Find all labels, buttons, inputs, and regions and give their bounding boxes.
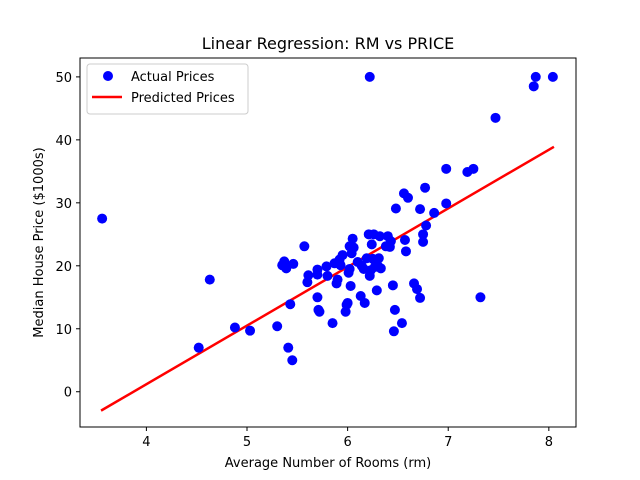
x-tick-label: 4 [142,435,150,450]
data-point [193,342,204,353]
y-tick-label: 20 [55,260,72,275]
data-point [528,81,539,92]
x-tick-label: 6 [343,435,351,450]
x-tick-label: 5 [243,435,251,450]
data-point [312,269,323,280]
data-point [366,239,377,250]
data-point [314,306,325,317]
legend-label-actual-prices: Actual Prices [131,70,215,85]
data-point [418,236,429,247]
data-point [335,260,346,271]
data-point [332,274,343,285]
data-point [402,192,413,203]
x-tick-label: 7 [444,435,452,450]
data-point [287,355,298,366]
x-axis-ticks: 4 5 6 7 8 [142,427,553,450]
data-point [345,280,356,291]
data-point [389,304,400,315]
y-tick-label: 40 [55,134,72,149]
data-point [418,229,429,240]
data-point [312,292,323,303]
data-point [412,284,423,295]
plot-area [79,57,577,428]
x-tick-label: 8 [545,435,553,450]
data-point [97,213,108,224]
y-axis-ticks: 0 10 20 30 40 50 [55,71,80,401]
axes-frame [79,57,577,428]
data-point [429,207,440,218]
data-point [441,163,452,174]
data-point [375,263,386,274]
data-point [547,71,558,82]
y-tick-label: 30 [55,197,72,212]
data-point [299,241,310,252]
data-point [421,220,432,231]
data-point [415,204,426,215]
data-point [229,322,240,333]
y-tick-label: 50 [55,71,72,86]
data-point [321,261,332,272]
data-point [337,250,348,261]
data-point [285,299,296,310]
data-point [364,71,375,82]
data-point [415,292,426,303]
chart-title: Linear Regression: RM vs PRICE [202,34,454,53]
y-axis-label: Median House Price ($1000s) [32,147,47,337]
data-point [400,246,411,257]
data-point [245,325,256,336]
y-tick-label: 10 [55,323,72,338]
data-point [344,263,355,274]
data-point [390,203,401,214]
data-point [371,285,382,296]
legend-label-predicted-prices: Predicted Prices [131,91,235,106]
data-point [388,326,399,337]
legend-marker-actual-prices [103,71,113,81]
y-tick-label: 0 [64,386,72,401]
data-point [342,297,353,308]
data-points-layer [97,71,558,366]
data-point [475,292,486,303]
data-point [387,280,398,291]
data-point [490,112,501,123]
data-point [396,318,407,329]
data-point [303,270,314,281]
data-point [420,182,431,193]
data-point [385,236,396,247]
x-axis-label: Average Number of Rooms (rm) [225,456,431,471]
data-point [327,318,338,329]
legend-box [86,63,249,115]
data-point [204,274,215,285]
data-point [359,297,370,308]
data-point [348,242,359,253]
data-point [283,342,294,353]
data-point [374,231,385,242]
legend: Actual Prices Predicted Prices [86,63,249,115]
data-point [322,270,333,281]
data-point [347,233,358,244]
data-point [272,321,283,332]
data-point [288,258,299,269]
data-point [373,253,384,264]
data-point [468,163,479,174]
data-point [441,198,452,209]
data-point [399,234,410,245]
data-point [530,71,541,82]
